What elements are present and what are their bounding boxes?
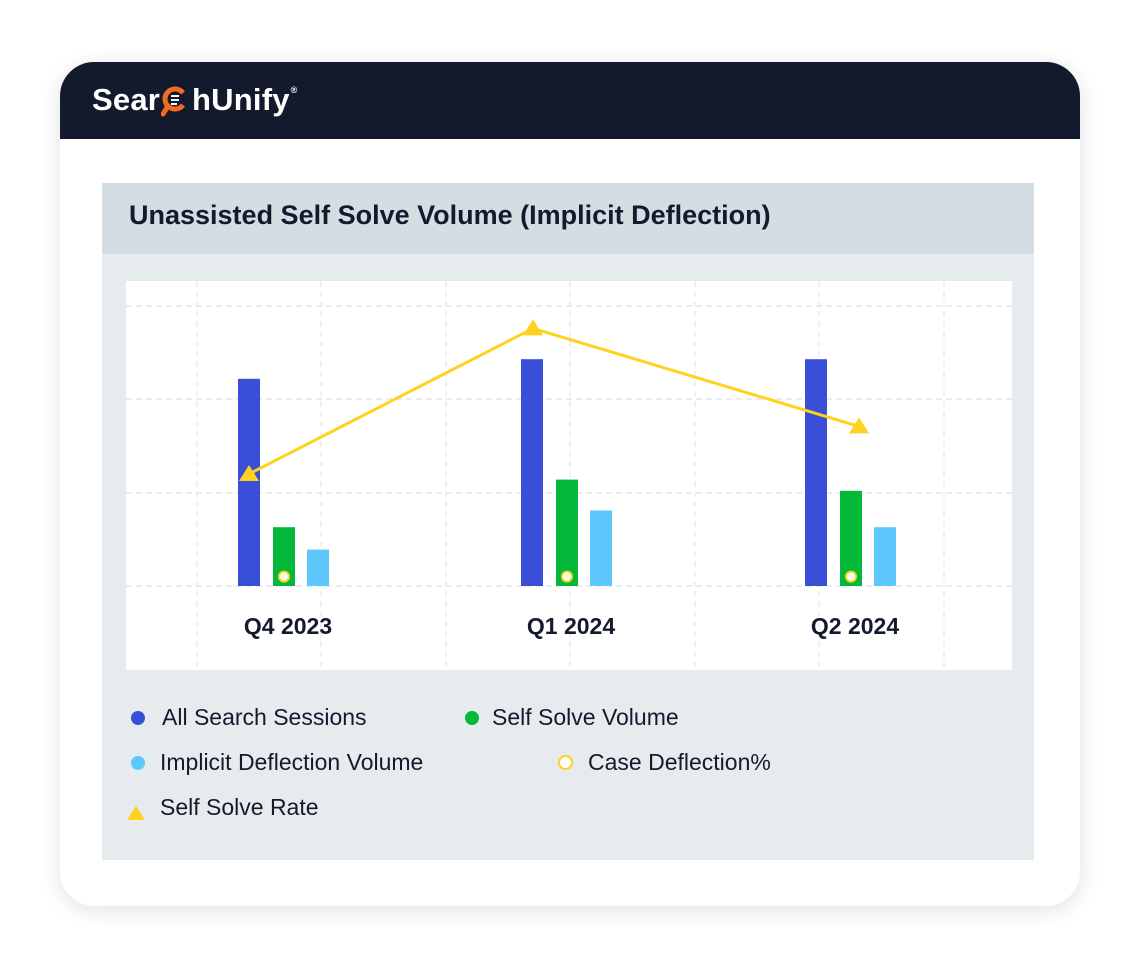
legend-triangle-icon bbox=[126, 800, 146, 820]
bar-self-solve-volume bbox=[840, 490, 862, 586]
chart-title: Unassisted Self Solve Volume (Implicit D… bbox=[129, 200, 771, 230]
x-tick-label: Q1 2024 bbox=[527, 613, 615, 639]
legend-label: Self Solve Volume bbox=[492, 704, 679, 730]
bar-self-solve-volume bbox=[556, 479, 578, 586]
legend-item-self-solve-rate: Self Solve Rate bbox=[126, 794, 319, 821]
chart-title-bar: Unassisted Self Solve Volume (Implicit D… bbox=[102, 183, 1034, 254]
case-deflection-marker bbox=[561, 570, 573, 583]
case-deflection-marker bbox=[278, 570, 290, 583]
bar-all-search-sessions bbox=[521, 359, 543, 586]
legend-item-all-search-sessions: All Search Sessions bbox=[131, 704, 367, 731]
legend-label: Implicit Deflection Volume bbox=[160, 749, 424, 775]
plot-area: Q4 2023 Q1 2024 Q2 2024 bbox=[126, 281, 1012, 670]
legend-item-case-deflection: Case Deflection% bbox=[558, 749, 771, 776]
magnifier-c-icon bbox=[160, 83, 191, 117]
legend-dot-icon bbox=[131, 755, 145, 770]
brand-header: Sear hUnify ® bbox=[60, 62, 1080, 139]
legend-label: Self Solve Rate bbox=[160, 794, 319, 820]
x-tick-label: Q2 2024 bbox=[811, 613, 899, 639]
logo-text-right: hUnify bbox=[192, 82, 290, 117]
self-solve-rate-line bbox=[248, 326, 860, 476]
self-solve-rate-marker bbox=[239, 465, 259, 481]
bar-implicit-deflection-volume bbox=[307, 549, 329, 586]
bar-self-solve-volume bbox=[273, 527, 295, 586]
bar-all-search-sessions bbox=[238, 378, 260, 586]
legend-label: Case Deflection% bbox=[588, 749, 771, 775]
legend-item-implicit-deflection-volume: Implicit Deflection Volume bbox=[131, 749, 423, 776]
bar-implicit-deflection-volume bbox=[874, 527, 896, 586]
searchunify-logo: Sear hUnify ® bbox=[92, 80, 298, 120]
x-tick-label: Q4 2023 bbox=[244, 613, 332, 639]
self-solve-rate-marker bbox=[523, 319, 543, 336]
chart-svg: Q4 2023 Q1 2024 Q2 2024 bbox=[126, 281, 1012, 670]
legend-dot-icon bbox=[131, 710, 145, 725]
legend-label: All Search Sessions bbox=[162, 704, 367, 730]
legend-item-self-solve-volume: Self Solve Volume bbox=[465, 704, 679, 731]
self-solve-rate-marker bbox=[849, 417, 869, 434]
legend-dot-icon bbox=[465, 710, 479, 725]
bar-all-search-sessions bbox=[805, 359, 827, 586]
registered-mark: ® bbox=[290, 85, 298, 95]
legend-ring-icon bbox=[558, 755, 573, 770]
logo-text-left: Sear bbox=[92, 82, 161, 117]
bar-implicit-deflection-volume bbox=[590, 510, 612, 586]
case-deflection-marker bbox=[845, 570, 857, 583]
